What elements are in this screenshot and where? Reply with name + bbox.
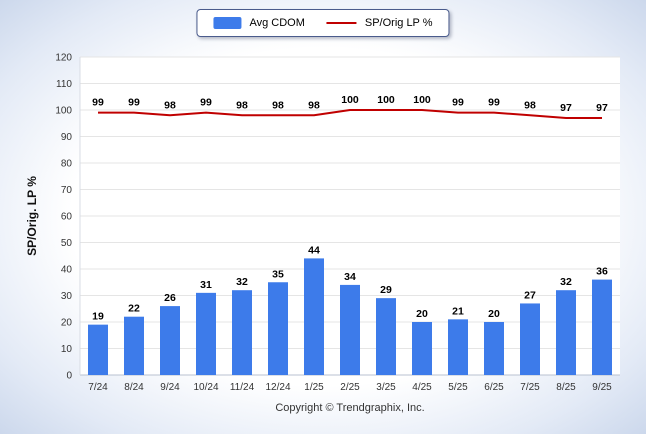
- svg-text:100: 100: [341, 94, 359, 106]
- svg-text:99: 99: [92, 97, 104, 109]
- svg-text:80: 80: [61, 159, 73, 170]
- svg-text:10: 10: [61, 344, 73, 355]
- svg-text:19: 19: [92, 311, 104, 323]
- svg-text:99: 99: [128, 97, 140, 109]
- svg-text:34: 34: [344, 271, 356, 283]
- svg-text:2/25: 2/25: [340, 382, 360, 393]
- svg-text:35: 35: [272, 268, 284, 280]
- svg-text:29: 29: [380, 284, 392, 296]
- svg-text:10/24: 10/24: [193, 382, 218, 393]
- svg-text:70: 70: [61, 185, 73, 196]
- svg-text:8/24: 8/24: [124, 382, 144, 393]
- svg-text:4/25: 4/25: [412, 382, 432, 393]
- svg-text:3/25: 3/25: [376, 382, 396, 393]
- svg-text:98: 98: [272, 99, 284, 111]
- legend-label-avg-cdom: Avg CDOM: [249, 17, 305, 29]
- svg-text:99: 99: [200, 97, 212, 109]
- svg-text:44: 44: [308, 244, 320, 256]
- svg-text:9/25: 9/25: [592, 382, 612, 393]
- svg-text:100: 100: [413, 94, 431, 106]
- legend: Avg CDOM SP/Orig LP %: [196, 9, 450, 37]
- svg-text:20: 20: [61, 318, 73, 329]
- legend-line-swatch-icon: [326, 22, 357, 24]
- svg-text:0: 0: [66, 371, 72, 382]
- svg-text:8/25: 8/25: [556, 382, 576, 393]
- svg-text:20: 20: [416, 308, 428, 320]
- svg-text:21: 21: [452, 305, 464, 317]
- svg-text:99: 99: [488, 97, 500, 109]
- copyright-text: Copyright © Trendgraphix, Inc.: [275, 402, 425, 414]
- svg-text:6/25: 6/25: [484, 382, 504, 393]
- svg-text:50: 50: [61, 238, 73, 249]
- svg-text:98: 98: [308, 99, 320, 111]
- svg-text:7/24: 7/24: [88, 382, 108, 393]
- svg-text:5/25: 5/25: [448, 382, 468, 393]
- svg-text:7/25: 7/25: [520, 382, 540, 393]
- svg-text:32: 32: [560, 276, 572, 288]
- svg-text:98: 98: [164, 99, 176, 111]
- svg-text:99: 99: [452, 97, 464, 109]
- svg-text:120: 120: [55, 53, 72, 64]
- svg-text:32: 32: [236, 276, 248, 288]
- svg-text:60: 60: [61, 212, 73, 223]
- svg-text:31: 31: [200, 279, 212, 291]
- svg-text:110: 110: [56, 79, 72, 90]
- svg-text:40: 40: [61, 265, 73, 276]
- svg-text:100: 100: [377, 94, 395, 106]
- svg-text:36: 36: [596, 266, 608, 278]
- svg-text:9/24: 9/24: [160, 382, 180, 393]
- svg-text:30: 30: [61, 291, 73, 302]
- svg-text:22: 22: [128, 303, 140, 315]
- legend-bar-swatch-icon: [213, 17, 242, 29]
- y-axis-title: SP/Orig. LP %: [25, 176, 39, 256]
- svg-text:12/24: 12/24: [265, 382, 290, 393]
- svg-text:98: 98: [524, 99, 536, 111]
- svg-text:1/25: 1/25: [304, 382, 324, 393]
- svg-text:97: 97: [596, 102, 608, 114]
- svg-text:90: 90: [61, 132, 73, 143]
- svg-text:97: 97: [560, 102, 572, 114]
- svg-text:26: 26: [164, 292, 176, 304]
- legend-label-sp-orig-lp: SP/Orig LP %: [364, 17, 433, 29]
- svg-text:27: 27: [524, 289, 536, 301]
- svg-text:98: 98: [236, 99, 248, 111]
- svg-text:11/24: 11/24: [230, 382, 255, 393]
- svg-text:20: 20: [488, 308, 500, 320]
- svg-text:100: 100: [55, 106, 72, 117]
